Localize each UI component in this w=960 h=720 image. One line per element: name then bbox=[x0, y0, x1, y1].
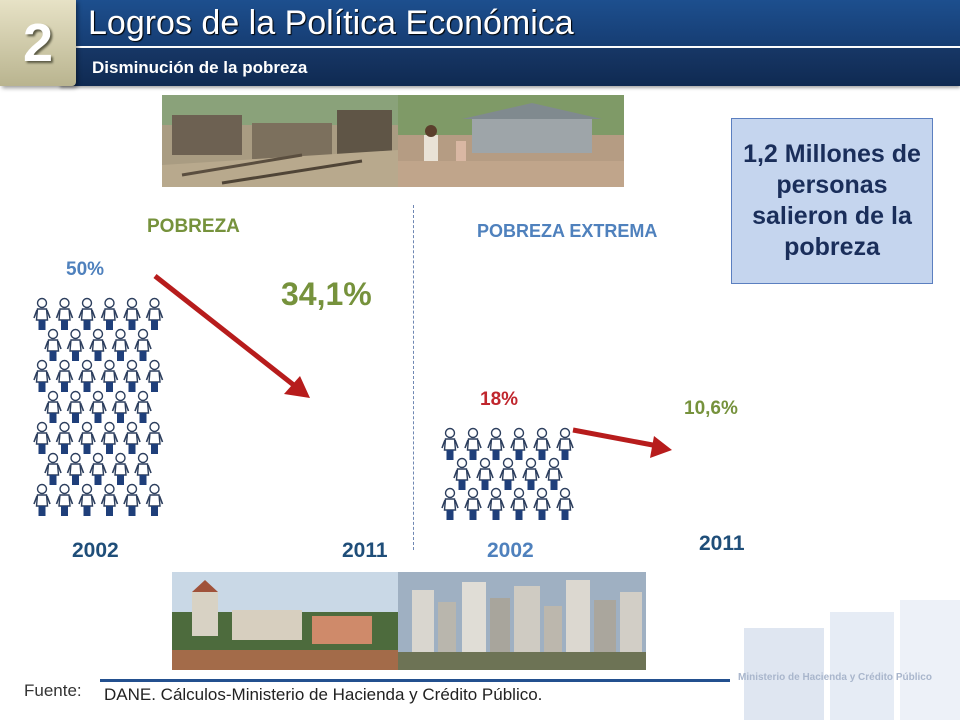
person-icon bbox=[487, 427, 505, 461]
person-icon bbox=[123, 359, 141, 393]
page-title: Logros de la Política Económica bbox=[88, 4, 574, 42]
extreme-poverty-start-value: 18% bbox=[480, 389, 519, 410]
ministry-name: Ministerio de Hacienda y Crédito Público bbox=[738, 672, 932, 683]
person-icon bbox=[33, 359, 51, 393]
person-icon bbox=[55, 297, 74, 331]
person-icon bbox=[441, 427, 459, 461]
poverty-end-value: 34,1% bbox=[281, 276, 372, 312]
extreme-poverty-start-year: 2002 bbox=[487, 539, 534, 562]
callout-box: 1,2 Millones de personas salieron de la … bbox=[731, 118, 933, 284]
person-icon bbox=[100, 421, 119, 455]
page-subtitle: Disminución de la pobreza bbox=[92, 58, 308, 77]
person-icon bbox=[453, 457, 471, 491]
extreme-poverty-label: POBREZA EXTREMA bbox=[477, 221, 658, 241]
poverty-start-year: 2002 bbox=[72, 539, 119, 562]
person-icon bbox=[533, 487, 551, 521]
ministry-logo-watermark bbox=[744, 600, 960, 720]
person-icon bbox=[123, 421, 141, 455]
person-icon bbox=[44, 390, 62, 424]
person-icon bbox=[556, 487, 574, 521]
poverty-photos bbox=[162, 95, 624, 187]
city-photos bbox=[172, 572, 646, 670]
footer-source-text: DANE. Cálculos-Ministerio de Hacienda y … bbox=[104, 685, 543, 704]
section-number: 2 bbox=[22, 13, 54, 73]
person-icon bbox=[33, 483, 51, 517]
poverty-people-icons bbox=[33, 297, 164, 517]
person-icon bbox=[487, 487, 505, 521]
poverty-trend-arrow-icon bbox=[153, 274, 310, 398]
person-icon bbox=[111, 452, 130, 486]
person-icon bbox=[134, 452, 152, 486]
person-icon bbox=[78, 421, 96, 455]
header-bar bbox=[60, 0, 960, 46]
person-icon bbox=[145, 483, 164, 517]
footer-rule bbox=[100, 679, 730, 682]
person-icon bbox=[78, 483, 96, 517]
poverty-start-value: 50% bbox=[66, 259, 105, 280]
person-icon bbox=[78, 359, 96, 393]
person-icon bbox=[89, 328, 107, 362]
person-icon bbox=[66, 328, 85, 362]
person-icon bbox=[464, 487, 482, 521]
person-icon bbox=[78, 297, 96, 331]
person-icon bbox=[66, 452, 85, 486]
person-icon bbox=[123, 297, 141, 331]
person-icon bbox=[55, 483, 74, 517]
person-icon bbox=[33, 297, 51, 331]
children-photo bbox=[398, 95, 624, 187]
person-icon bbox=[44, 328, 62, 362]
person-icon bbox=[55, 359, 74, 393]
extreme-poverty-people-icon-grid bbox=[441, 427, 574, 521]
section-divider bbox=[413, 205, 414, 550]
person-icon bbox=[66, 390, 85, 424]
slum-photo bbox=[162, 95, 398, 187]
person-icon bbox=[100, 297, 119, 331]
extreme-poverty-end-year: 2011 bbox=[699, 532, 745, 555]
person-icon bbox=[510, 427, 528, 461]
extreme-poverty-people-icons bbox=[441, 427, 574, 521]
person-icon bbox=[89, 390, 107, 424]
person-icon bbox=[89, 452, 107, 486]
person-icon bbox=[44, 452, 62, 486]
person-icon bbox=[545, 457, 563, 491]
town-photo bbox=[172, 572, 398, 670]
person-icon bbox=[145, 421, 164, 455]
person-icon bbox=[441, 487, 459, 521]
subheader-bar bbox=[60, 48, 960, 86]
person-icon bbox=[499, 457, 517, 491]
person-icon bbox=[522, 457, 540, 491]
poverty-label: POBREZA bbox=[147, 216, 240, 237]
person-icon bbox=[510, 487, 528, 521]
person-icon bbox=[533, 427, 551, 461]
skyline-photo bbox=[398, 572, 646, 670]
footer-source-label: Fuente: bbox=[24, 681, 82, 700]
extreme-poverty-end-value: 10,6% bbox=[684, 398, 738, 419]
person-icon bbox=[134, 328, 152, 362]
person-icon bbox=[464, 427, 482, 461]
person-icon bbox=[111, 328, 130, 362]
person-icon bbox=[100, 483, 119, 517]
callout-text: 1,2 Millones de personas salieron de la … bbox=[743, 139, 921, 262]
person-icon bbox=[134, 390, 152, 424]
person-icon bbox=[55, 421, 74, 455]
person-icon bbox=[100, 359, 119, 393]
person-icon bbox=[123, 483, 141, 517]
section-number-box: 2 bbox=[0, 0, 76, 86]
person-icon bbox=[33, 421, 51, 455]
person-icon bbox=[476, 457, 494, 491]
extreme-poverty-trend-arrow-icon bbox=[572, 427, 672, 458]
poverty-end-year: 2011 bbox=[342, 539, 388, 562]
person-icon bbox=[111, 390, 130, 424]
